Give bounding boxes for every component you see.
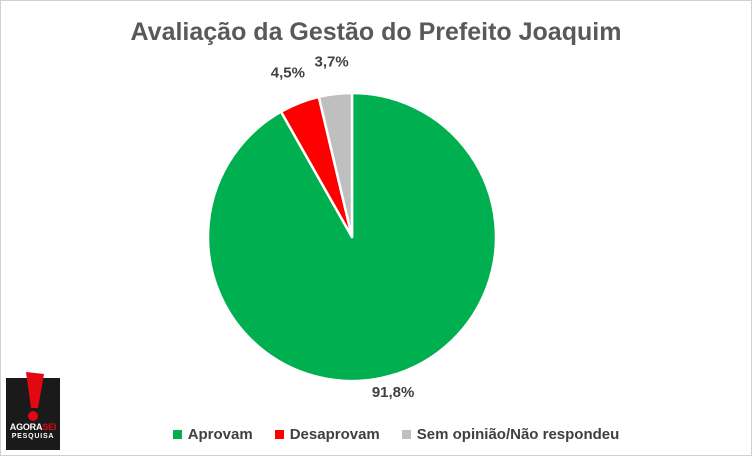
chart-title: Avaliação da Gestão do Prefeito Joaquim	[130, 18, 622, 46]
legend-swatch	[172, 430, 182, 439]
legend-swatch	[401, 430, 411, 439]
logo-brand-part1: AGORA	[9, 422, 43, 432]
legend-item-desaprovam: Desaprovam	[274, 426, 380, 443]
legend-label: Desaprovam	[289, 426, 380, 443]
logo-brand-part2: SEI	[42, 422, 57, 432]
legend-label: Aprovam	[187, 426, 253, 443]
slice-sem-opiniao	[317, 91, 354, 239]
agorasei-logo	[6, 372, 60, 450]
chart-legend: Aprovam Desaprovam Sem opinião/Não respo…	[0, 426, 752, 443]
exclamation-mark-icon	[26, 372, 44, 408]
legend-item-sem-opiniao: Sem opinião/Não respondeu	[401, 426, 620, 443]
legend-label: Sem opinião/Não respondeu	[416, 426, 620, 443]
data-label-sem-opiniao: 3,7%	[315, 53, 349, 70]
exclamation-dot-icon	[28, 411, 38, 421]
data-label-aprovam: 91,8%	[372, 384, 415, 401]
legend-item-aprovam: Aprovam	[172, 426, 253, 443]
data-label-desaprovam: 4,5%	[271, 64, 305, 81]
logo-text: AGORASEI PESQUISA	[6, 422, 60, 441]
logo-tagline: PESQUISA	[11, 433, 55, 440]
pie-slices	[206, 91, 498, 383]
data-labels: 91,8% 4,5% 3,7%	[271, 53, 415, 400]
legend-swatch	[274, 430, 284, 439]
